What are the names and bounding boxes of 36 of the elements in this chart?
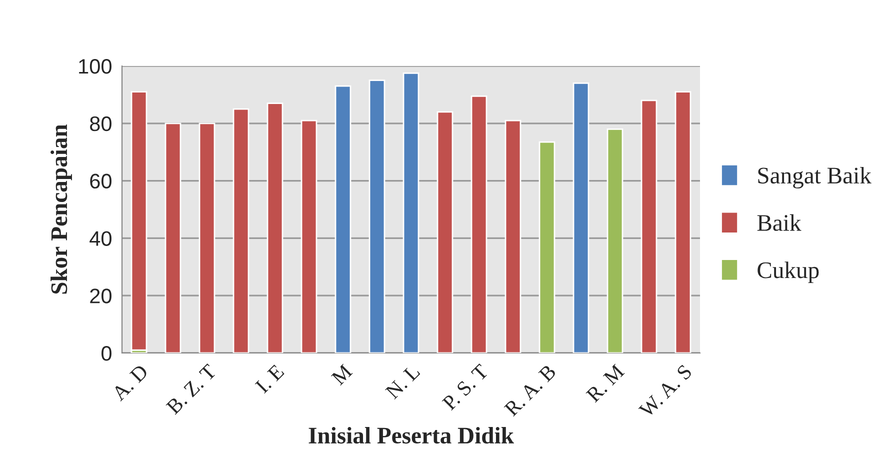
bar <box>504 120 522 353</box>
y-axis-title: Skor Pencapaian <box>50 124 72 294</box>
bar <box>334 85 352 353</box>
bar <box>572 82 590 353</box>
bar <box>232 108 250 353</box>
bar <box>402 72 420 353</box>
bar <box>368 80 386 353</box>
x-tick-label: I. E <box>254 364 285 394</box>
x-axis-title: Inisial Peserta Didik <box>308 426 514 444</box>
x-tick-label: R. A. B <box>504 364 557 417</box>
y-tick-label: 100 <box>79 59 112 74</box>
legend-label: Baik <box>757 214 802 231</box>
bar <box>606 128 624 353</box>
bar <box>300 120 318 353</box>
x-tick-label: P. S. T <box>442 363 490 411</box>
bar <box>436 111 454 353</box>
bar <box>266 102 284 353</box>
bar <box>470 95 488 353</box>
bar <box>640 100 658 353</box>
x-tick-label: B. Z. T <box>166 364 218 416</box>
bar <box>198 122 216 353</box>
x-tick-label: A. D <box>111 364 149 402</box>
x-tick-label: N. L <box>384 364 421 400</box>
x-tick-label: M <box>330 364 353 386</box>
y-tick-label: 0 <box>102 346 112 361</box>
x-tick-label: W. A. S <box>638 364 693 418</box>
bar <box>164 122 182 353</box>
bar <box>538 141 556 353</box>
y-tick-label: 80 <box>90 116 112 132</box>
y-tick-label: 20 <box>90 288 112 304</box>
legend-label: Cukup <box>758 262 819 284</box>
legend-label: Sangat Baik <box>758 166 872 188</box>
y-tick-label: 40 <box>90 231 112 246</box>
bar <box>674 91 692 353</box>
x-tick-label: R. M <box>586 364 625 404</box>
y-tick-label: 60 <box>90 174 112 189</box>
